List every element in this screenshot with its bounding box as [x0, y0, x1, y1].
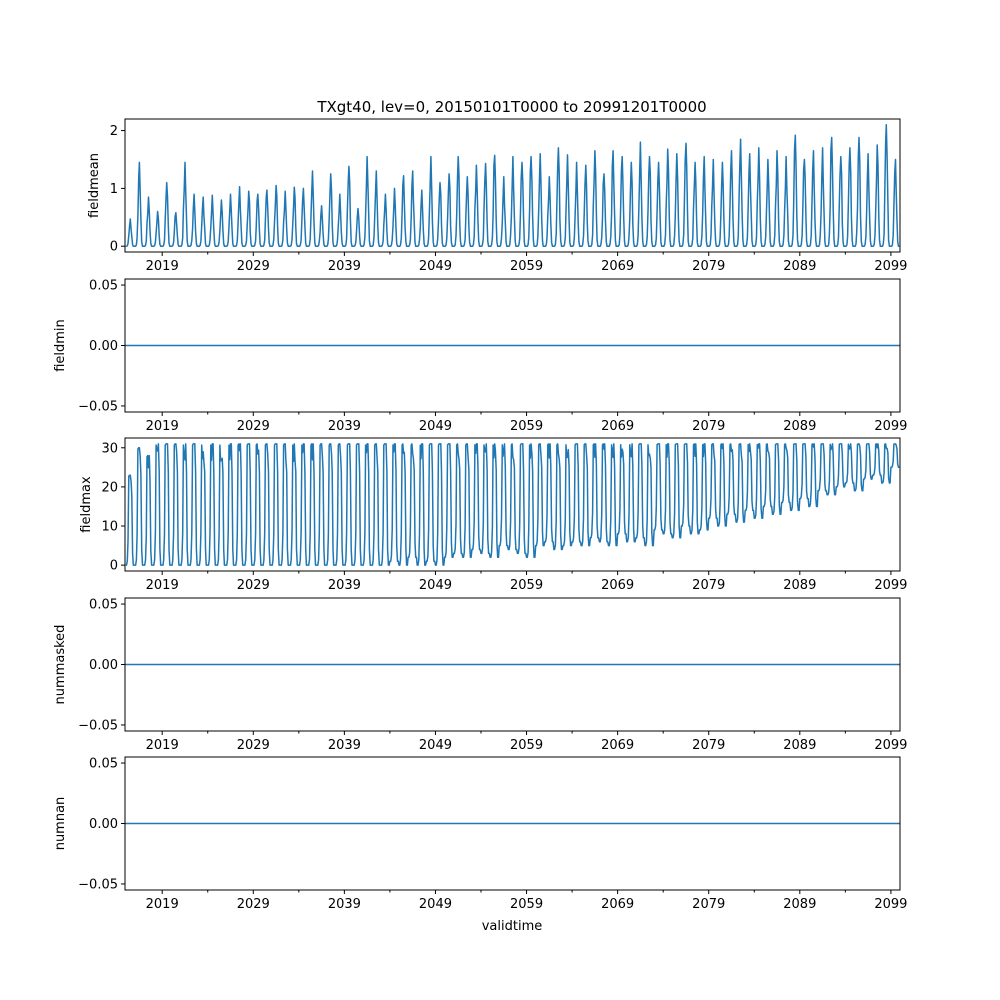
x-tick-label: 2089: [783, 259, 816, 274]
x-tick-label: 2099: [874, 578, 907, 593]
x-tick-label: 2039: [328, 419, 361, 434]
x-tick-label: 2029: [237, 738, 270, 753]
series-fieldmean: [125, 124, 900, 247]
x-tick-label: 2039: [328, 738, 361, 753]
x-tick-label: 2029: [237, 419, 270, 434]
x-tick-label: 2059: [510, 897, 543, 912]
y-tick-label: 0.05: [89, 598, 118, 613]
x-tick-label: 2079: [692, 897, 725, 912]
series-fieldmax: [125, 443, 900, 566]
x-tick-label: 2049: [419, 578, 452, 593]
panel-fieldmax: 0 10 20 30 2019 2029 2039 2049 2059 2069 2079 2089 2…: [79, 437, 907, 593]
x-tick-label: 2029: [237, 259, 270, 274]
y-tick-label: 0.00: [89, 658, 118, 673]
x-tick-label: 2079: [692, 738, 725, 753]
y-tick-label: 2: [110, 124, 118, 139]
x-tick-label: 2059: [510, 578, 543, 593]
x-tick-label: 2059: [510, 738, 543, 753]
x-tick-label: 2049: [419, 419, 452, 434]
panel-fieldmin: −0.05 0.00 0.05 2019 2029 2039 2049 2059 2069 207…: [53, 278, 907, 434]
chart-title: TXgt40, lev=0, 20150101T0000 to 20991201…: [316, 98, 706, 116]
x-tick-label: 2019: [146, 419, 179, 434]
y-tick-label: 1: [110, 182, 118, 197]
x-tick-label: 2099: [874, 419, 907, 434]
x-tick-label: 2079: [692, 419, 725, 434]
y-axis-label: fieldmin: [53, 319, 68, 372]
x-tick-label: 2069: [601, 738, 634, 753]
x-tick-label: 2019: [146, 578, 179, 593]
y-axis-label: nummasked: [53, 625, 68, 705]
axes-frame: [124, 118, 901, 253]
x-tick-label: 2059: [510, 419, 543, 434]
x-tick-label: 2099: [874, 259, 907, 274]
x-tick-label: 2069: [601, 578, 634, 593]
y-tick-label: 0.05: [89, 757, 118, 772]
x-axis-label: validtime: [482, 919, 543, 934]
y-tick-label: −0.05: [78, 718, 118, 733]
y-tick-label: 0: [110, 240, 118, 255]
x-tick-label: 2089: [783, 897, 816, 912]
y-tick-label: −0.05: [78, 877, 118, 892]
y-axis-label: fieldmax: [79, 476, 94, 533]
panel-fieldmean: 0 1 2 2019 2029 2039 2049 2059 2069 2079 2089 2099 f…: [87, 118, 907, 274]
x-tick-label: 2049: [419, 897, 452, 912]
x-tick-label: 2089: [783, 419, 816, 434]
y-axis-label: fieldmean: [87, 153, 102, 218]
x-tick-label: 2019: [146, 259, 179, 274]
x-tick-label: 2029: [237, 578, 270, 593]
y-tick-label: 20: [101, 480, 118, 495]
x-tick-label: 2089: [783, 578, 816, 593]
y-tick-label: 0: [110, 559, 118, 574]
y-tick-label: 10: [101, 520, 118, 535]
x-tick-label: 2069: [601, 419, 634, 434]
x-tick-label: 2019: [146, 738, 179, 753]
y-tick-label: −0.05: [78, 399, 118, 414]
x-tick-label: 2079: [692, 259, 725, 274]
x-tick-label: 2039: [328, 897, 361, 912]
x-tick-label: 2079: [692, 578, 725, 593]
x-tick-label: 2049: [419, 259, 452, 274]
subplots: 0 1 2 2019 2029 2039 2049 2059 2069 2079 2089 2099 f…: [53, 118, 907, 912]
y-tick-label: 0.00: [89, 339, 118, 354]
x-tick-label: 2019: [146, 897, 179, 912]
x-tick-label: 2069: [601, 259, 634, 274]
y-tick-label: 0.05: [89, 279, 118, 294]
x-tick-label: 2089: [783, 738, 816, 753]
axes-frame: [124, 437, 901, 572]
x-tick-label: 2069: [601, 897, 634, 912]
x-tick-label: 2029: [237, 897, 270, 912]
x-tick-label: 2099: [874, 738, 907, 753]
x-tick-label: 2049: [419, 738, 452, 753]
x-tick-label: 2039: [328, 259, 361, 274]
y-tick-label: 30: [101, 441, 118, 456]
x-tick-label: 2099: [874, 897, 907, 912]
panel-nummasked: −0.05 0.00 0.05 2019 2029 2039 2049 2059 2069 207…: [53, 597, 907, 753]
y-axis-label: numnan: [53, 797, 68, 851]
x-tick-label: 2039: [328, 578, 361, 593]
panel-numnan: −0.05 0.00 0.05 2019 2029 2039 2049 2059 2069 207…: [53, 756, 907, 912]
y-tick-label: 0.00: [89, 817, 118, 832]
x-tick-label: 2059: [510, 259, 543, 274]
